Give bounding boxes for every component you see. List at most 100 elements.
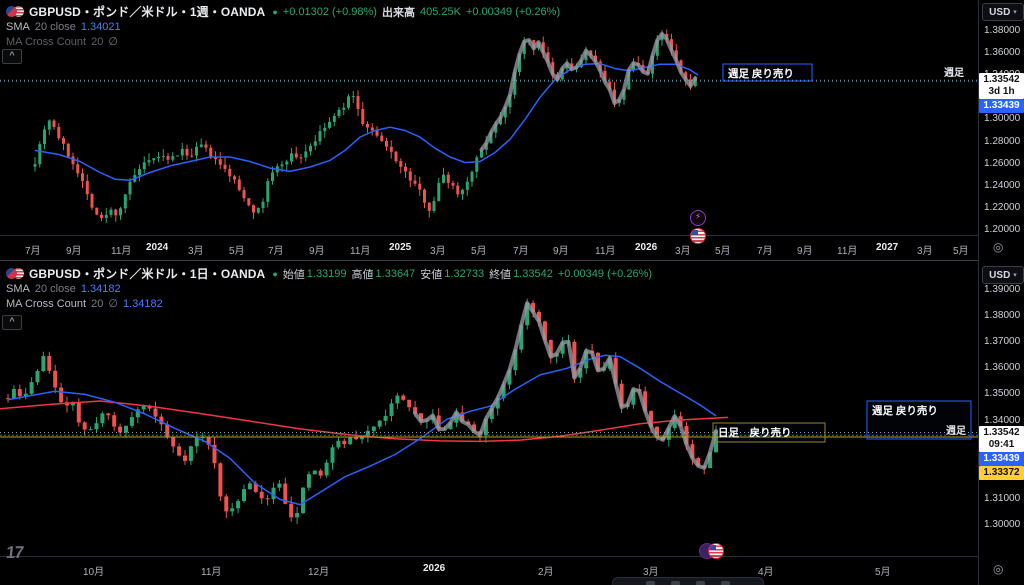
time-tick: 2025 xyxy=(389,242,412,253)
indicator-name: MA Cross Count xyxy=(6,35,87,48)
high-value: 1.33647 xyxy=(375,267,416,280)
weekly-chart-canvas[interactable]: 週足 戻り売り 週足 xyxy=(0,0,978,235)
time-tick: 11月 xyxy=(595,246,616,257)
indicator-name: SMA xyxy=(6,20,30,33)
price-tick: 1.30000 xyxy=(984,518,1021,530)
close-value: 1.33542 xyxy=(513,267,553,280)
time-tick: 5月 xyxy=(715,246,731,257)
axis-settings-icon-weekly[interactable]: ◎ xyxy=(993,240,1004,254)
price-tag[interactable]: 1.33439 xyxy=(979,99,1024,114)
time-tick: 12月 xyxy=(308,567,330,578)
price-change-secondary: +0.00349 (+0.26%) xyxy=(465,5,561,18)
symbol-title[interactable]: GBPUSD・ポンド／米ドル・1週・OANDA xyxy=(29,5,266,19)
price-tag[interactable]: 1.33439 xyxy=(979,451,1024,466)
price-change: +0.00349 (+0.26%) xyxy=(557,267,653,280)
price-tick: 1.34000 xyxy=(984,414,1021,426)
high-label: 高値 xyxy=(351,268,374,281)
price-tick: 1.28000 xyxy=(984,135,1021,147)
market-status-icon[interactable]: ● xyxy=(272,268,278,279)
time-tick: 3月 xyxy=(188,246,204,257)
svg-text:日足 戻り売り: 日足 戻り売り xyxy=(718,426,792,439)
open-label: 始値 xyxy=(282,268,305,281)
economic-event-icon[interactable]: ⚡ xyxy=(690,210,706,226)
toolbar-icon[interactable] xyxy=(646,581,655,585)
price-tick: 1.36000 xyxy=(984,47,1021,59)
price-tick: 1.37000 xyxy=(984,336,1021,348)
indicator-params: 20 close xyxy=(34,282,76,295)
time-tick: 5月 xyxy=(471,246,487,257)
svg-text:週足: 週足 xyxy=(946,425,967,437)
price-tick: 1.36000 xyxy=(984,362,1021,374)
currency-label: USD xyxy=(989,269,1011,281)
indicator-params: 20 xyxy=(91,35,104,48)
time-tick: 3月 xyxy=(917,246,933,257)
volume-value: 405.25K xyxy=(419,5,461,18)
symbol-pair-icon xyxy=(6,5,24,18)
price-tick: 1.31000 xyxy=(984,492,1021,504)
price-tag[interactable]: 1.33372 xyxy=(979,465,1024,480)
market-status-icon[interactable]: ● xyxy=(272,6,278,17)
time-tick: 2027 xyxy=(876,242,899,253)
price-axis[interactable]: USD ▾ ◎ USD ▾ ◎ 1.380001.360001.340001.3… xyxy=(978,0,1024,585)
time-tick: 9月 xyxy=(797,246,813,257)
hidden-eye-icon[interactable]: ∅ xyxy=(108,298,118,310)
open-value: 1.33199 xyxy=(306,267,347,280)
indicator-name: MA Cross Count xyxy=(6,297,87,310)
time-tick: 2026 xyxy=(635,242,658,253)
price-tick: 1.26000 xyxy=(984,157,1021,169)
price-change: +0.01302 (+0.98%) xyxy=(282,5,377,18)
panel-separator[interactable] xyxy=(0,259,1024,261)
us-flag-event-icon[interactable] xyxy=(690,228,706,244)
time-tick: 3月 xyxy=(643,567,659,578)
time-tick: 11月 xyxy=(837,246,858,257)
time-tick: 10月 xyxy=(83,567,105,578)
svg-text:週足 戻り売り: 週足 戻り売り xyxy=(872,404,938,417)
time-tick: 7月 xyxy=(268,246,284,257)
time-tick: 11月 xyxy=(111,246,132,257)
price-tag[interactable]: 1.33542 3d 1h xyxy=(979,73,1024,100)
price-tick: 1.24000 xyxy=(984,179,1021,191)
daily-legend: GBPUSD・ポンド／米ドル・1日・OANDA ● 始値 1.33199 高値 … xyxy=(6,266,652,311)
symbol-row: GBPUSD・ポンド／米ドル・1週・OANDA ● +0.01302 (+0.9… xyxy=(6,4,560,19)
indicator-row-sma[interactable]: SMA 20 close 1.34021 xyxy=(6,19,560,34)
time-tick: 11月 xyxy=(201,567,222,578)
price-tag[interactable]: 1.33542 09:41 xyxy=(979,425,1024,452)
us-flag-event-icon[interactable] xyxy=(708,543,724,559)
price-tick: 1.38000 xyxy=(984,310,1021,322)
tradingview-logo[interactable]: 17 xyxy=(5,543,24,562)
indicator-row-ma-cross[interactable]: MA Cross Count 20 ∅ 1.34182 xyxy=(6,296,652,311)
time-tick: 2月 xyxy=(538,567,554,578)
symbol-title[interactable]: GBPUSD・ポンド／米ドル・1日・OANDA xyxy=(29,267,266,281)
time-tick: 2026 xyxy=(423,563,446,574)
time-tick: 2024 xyxy=(146,242,169,253)
legend-collapse-button[interactable]: ^ xyxy=(2,49,22,64)
hidden-eye-icon[interactable]: ∅ xyxy=(108,36,118,48)
time-tick: 7月 xyxy=(25,246,41,257)
axis-settings-icon-daily[interactable]: ◎ xyxy=(993,562,1004,576)
currency-selector-daily[interactable]: USD ▾ xyxy=(982,266,1024,284)
legend-collapse-button[interactable]: ^ xyxy=(2,315,22,330)
toolbar-icon[interactable] xyxy=(721,581,730,585)
chevron-down-icon: ▾ xyxy=(1013,272,1017,279)
indicator-params: 20 xyxy=(91,297,104,310)
daily-time-axis[interactable]: 10月 11月 12月 2026 2月 3月 4月 5月 xyxy=(0,556,978,585)
indicator-value: 1.34182 xyxy=(80,282,121,295)
volume-label: 出来高 xyxy=(381,6,415,19)
bottom-toolbar[interactable] xyxy=(612,577,764,585)
currency-selector-weekly[interactable]: USD ▾ xyxy=(982,3,1024,21)
currency-label: USD xyxy=(989,6,1011,18)
toolbar-icon[interactable] xyxy=(671,581,680,585)
price-tick: 1.22000 xyxy=(984,201,1021,213)
low-label: 安値 xyxy=(420,268,443,281)
time-tick: 11月 xyxy=(350,246,371,257)
weekly-time-axis[interactable]: 7月 9月 11月 2024 3月 5月 7月 9月 11月 2025 3月 5月 7月 9月 11月 202… xyxy=(0,235,978,260)
price-tick: 1.35000 xyxy=(984,388,1021,400)
weekly-legend: GBPUSD・ポンド／米ドル・1週・OANDA ● +0.01302 (+0.9… xyxy=(6,4,560,49)
toolbar-icon[interactable] xyxy=(696,581,705,585)
indicator-row-sma[interactable]: SMA 20 close 1.34182 xyxy=(6,281,652,296)
low-value: 1.32733 xyxy=(444,267,485,280)
indicator-row-ma-cross[interactable]: MA Cross Count 20 ∅ xyxy=(6,34,560,49)
close-label: 終値 xyxy=(489,268,512,281)
